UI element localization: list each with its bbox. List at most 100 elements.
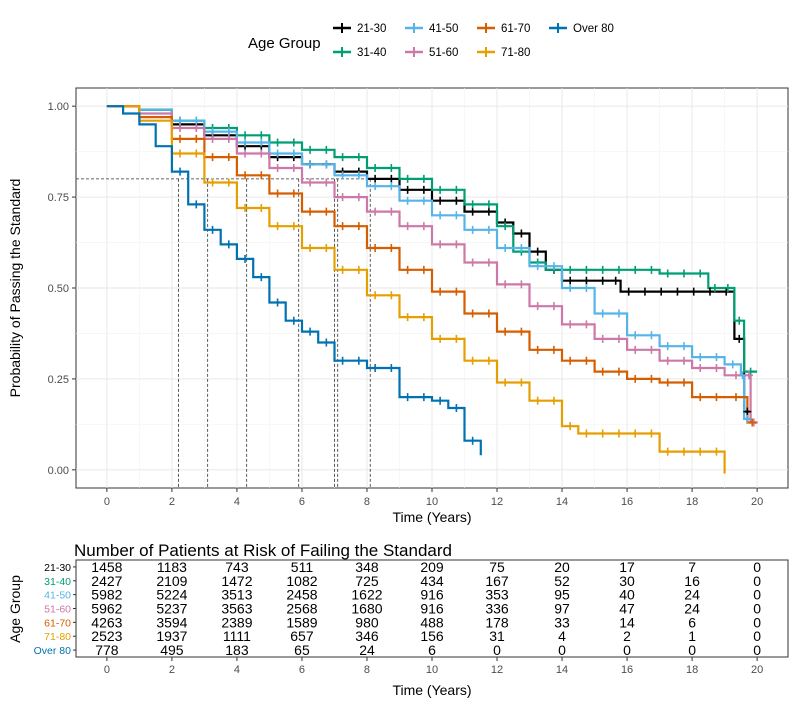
censor-mark <box>696 353 705 362</box>
censor-mark <box>728 360 737 369</box>
risk-table-panel <box>75 559 789 658</box>
risk-cell: 16 <box>684 573 700 589</box>
risk-cell: 0 <box>493 642 501 658</box>
censor-mark <box>436 196 445 205</box>
censor-mark <box>631 345 640 354</box>
censor-mark <box>273 164 282 172</box>
censor-mark <box>663 356 672 365</box>
risk-cell: 1458 <box>91 559 122 575</box>
risk-cell: 24 <box>684 601 700 617</box>
risk-cell: 14 <box>619 614 635 630</box>
censor-mark <box>403 222 412 231</box>
censor-mark <box>273 298 282 307</box>
censor-mark <box>176 124 185 132</box>
censor-mark <box>241 138 250 147</box>
risk-row-label: 21-30 <box>44 562 71 574</box>
censor-mark <box>614 334 623 343</box>
x-tick-label: 4 <box>234 496 240 508</box>
legend-item-31-40: 31-40 <box>333 47 386 59</box>
censor-mark <box>403 185 412 194</box>
risk-cell: 156 <box>420 628 444 644</box>
censor-mark <box>338 265 347 274</box>
censor-mark <box>257 131 266 140</box>
risk-x-tick-label: 20 <box>751 664 763 676</box>
censor-mark <box>371 182 380 191</box>
censor-mark <box>566 276 575 285</box>
risk-cell: 167 <box>485 573 509 589</box>
censor-mark <box>731 371 740 380</box>
risk-x-tick-label: 14 <box>556 664 568 676</box>
censor-mark <box>322 145 331 154</box>
censor-mark <box>517 327 526 336</box>
censor-mark <box>696 447 705 456</box>
censor-mark <box>640 287 649 296</box>
risk-table: Number of Patients at Risk of Failing th… <box>7 541 789 698</box>
censor-mark <box>533 345 542 354</box>
censor-mark <box>614 429 623 438</box>
censor-mark <box>696 364 705 372</box>
censor-mark <box>257 204 266 212</box>
censor-mark <box>631 429 640 438</box>
censor-mark <box>631 374 640 383</box>
y-axis-ticks: 0.00 0.25 0.50 0.75 1.00 <box>48 101 76 477</box>
risk-cell: 743 <box>225 559 249 575</box>
censor-mark <box>696 269 705 278</box>
censor-mark <box>582 429 591 438</box>
risk-cell: 4 <box>558 628 566 644</box>
censor-mark <box>208 127 217 136</box>
censor-mark <box>598 276 607 285</box>
censor-mark <box>387 244 396 252</box>
censor-mark <box>748 418 757 427</box>
risk-cell: 17 <box>619 559 635 575</box>
censor-mark <box>387 291 396 300</box>
censor-mark <box>452 240 461 249</box>
censor-mark <box>647 374 656 383</box>
censor-mark <box>533 262 542 271</box>
censor-mark <box>696 393 705 402</box>
x-tick-label: 0 <box>104 496 110 508</box>
censor-mark <box>192 149 201 158</box>
risk-cell: 3594 <box>156 614 187 630</box>
risk-cell: 778 <box>95 642 119 658</box>
risk-cell: 1 <box>688 628 696 644</box>
censor-mark <box>436 240 445 249</box>
risk-row-over-80: Over 80 778 495 183 65 24 6 0 0 0 0 0 <box>34 642 762 658</box>
risk-cell: 980 <box>355 614 379 630</box>
censor-mark <box>468 436 477 445</box>
censor-mark <box>419 313 428 322</box>
risk-cell: 1680 <box>351 601 382 617</box>
legend-label: 51-60 <box>429 47 458 59</box>
censor-mark <box>371 174 380 183</box>
risk-cell: 95 <box>554 587 570 603</box>
censor-mark <box>354 193 363 202</box>
risk-cell: 916 <box>420 587 444 603</box>
censor-mark <box>631 331 640 340</box>
legend: Age Group 21-30 41-50 61-70 Over 80 31-40 51-… <box>248 23 614 59</box>
censor-mark <box>224 127 233 136</box>
censor-mark <box>273 189 282 198</box>
censor-mark <box>241 204 250 212</box>
censor-mark <box>679 356 688 365</box>
censor-mark <box>566 422 575 431</box>
legend-item-over-80: Over 80 <box>549 23 614 35</box>
risk-cell: 183 <box>225 642 249 658</box>
censor-mark <box>679 342 688 351</box>
censor-mark <box>735 334 744 343</box>
risk-cell: 2427 <box>91 573 122 589</box>
censor-mark <box>436 396 445 405</box>
censor-mark <box>371 244 380 252</box>
censor-mark <box>744 371 753 380</box>
risk-cell: 346 <box>355 628 379 644</box>
censor-mark <box>419 393 428 402</box>
censor-mark <box>598 334 607 343</box>
risk-row-label: 71-80 <box>44 631 71 643</box>
censor-mark <box>306 327 315 336</box>
x-tick-label: 6 <box>299 496 305 508</box>
legend-entries: 21-30 41-50 61-70 Over 80 31-40 51-60 71-80 <box>333 23 614 59</box>
risk-table-rows: 21-30 1458 1183 743 511 348 209 75 20 17 7 031-40 24… <box>34 559 762 658</box>
risk-cell: 33 <box>554 614 570 630</box>
censor-mark <box>338 222 347 231</box>
censor-mark <box>549 396 558 405</box>
censor-mark <box>743 407 752 416</box>
censor-mark <box>517 229 526 238</box>
